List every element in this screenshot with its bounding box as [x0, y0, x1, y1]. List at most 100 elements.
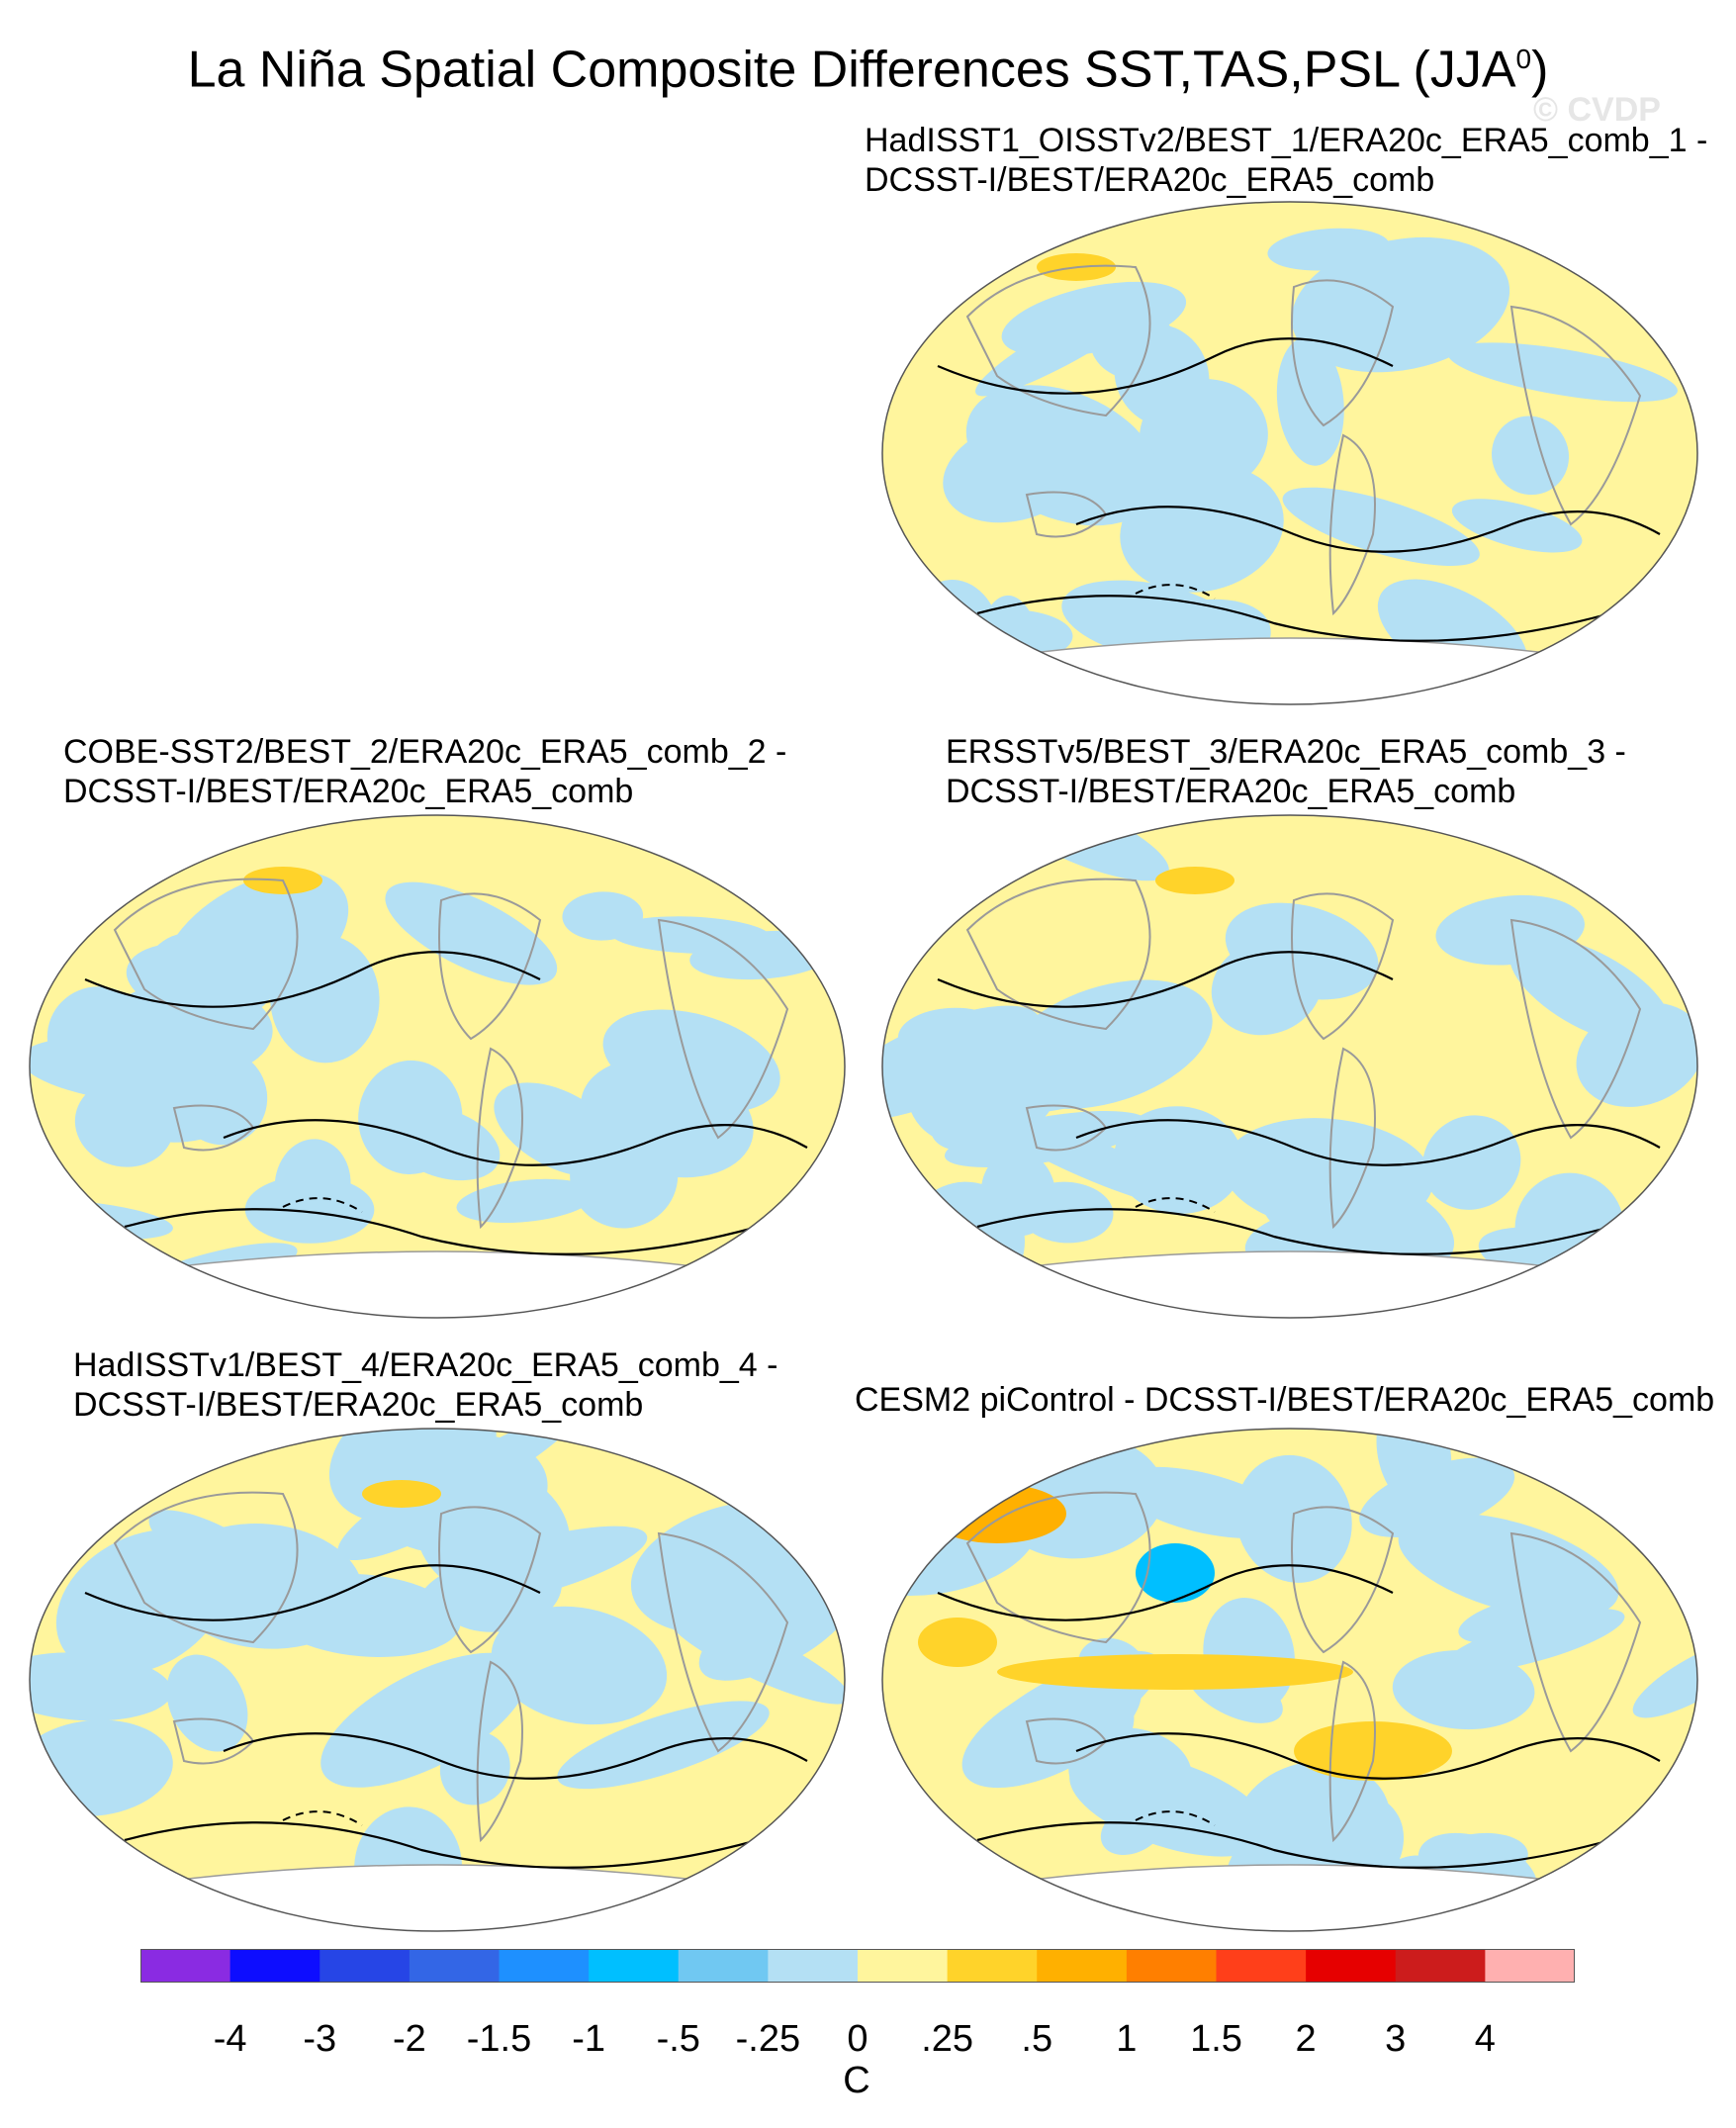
colorbar-tick-label: 0	[847, 2018, 868, 2060]
coastline	[965, 1491, 1151, 1644]
cool-anomaly	[609, 916, 772, 954]
colorbar-swatch	[947, 1949, 1038, 1983]
cool-anomaly	[1019, 1181, 1114, 1244]
panel-3-title-line2: DCSST-I/BEST/ERA20c_ERA5_comb	[946, 773, 1516, 810]
colorbar-swatch	[140, 1949, 231, 1983]
cool-anomaly	[975, 290, 1158, 397]
cool-anomaly	[907, 1024, 1060, 1149]
figure-title: La Niña Spatial Composite Differences SS…	[0, 30, 1736, 99]
coastline	[1509, 1531, 1642, 1753]
panel-5-title-line1: CESM2 piControl - DCSST-I/BEST/ERA20c_ER…	[855, 1381, 1715, 1419]
psl-contour-negative	[282, 1197, 363, 1213]
panel-2-title-line2: DCSST-I/BEST/ERA20c_ERA5_comb	[63, 773, 634, 810]
colorbar-swatch	[768, 1949, 859, 1983]
cool-anomaly	[1398, 1513, 1619, 1619]
map-fill-group	[882, 202, 1697, 704]
colorbar-swatch	[1126, 1949, 1217, 1983]
cool-anomaly	[1291, 236, 1510, 373]
cool-anomaly	[164, 1524, 363, 1649]
psl-contour	[937, 1564, 1394, 1621]
colorbar-border	[140, 1949, 1575, 1983]
panel-4-title-line2: DCSST-I/BEST/ERA20c_ERA5_comb	[73, 1386, 644, 1424]
psl-contour-negative	[1135, 1810, 1216, 1826]
cool-anomaly	[665, 1609, 845, 1705]
cool-anomaly	[1376, 1429, 1452, 1510]
colorbar-swatch	[229, 1949, 320, 1983]
panel-1-title-line2: DCSST-I/BEST/ERA20c_ERA5_comb	[865, 161, 1435, 199]
coastline	[1328, 433, 1376, 616]
cool-anomaly	[1211, 938, 1323, 1036]
warm-anomaly	[1294, 1721, 1452, 1781]
cool-anomaly	[1447, 342, 1678, 403]
map-panel-3	[881, 814, 1698, 1319]
cool-anomaly	[602, 1009, 780, 1113]
psl-contour	[976, 1208, 1611, 1255]
colorbar-tick-label: -4	[213, 2018, 247, 2060]
cool-anomaly	[562, 891, 644, 941]
coastline	[657, 1531, 789, 1753]
coastline	[657, 918, 789, 1140]
figure-title-superscript: 0	[1515, 44, 1532, 74]
colorbar-tick-label: 1.5	[1190, 2018, 1242, 2060]
psl-contour	[1075, 1119, 1661, 1166]
map-fill-group	[882, 815, 1697, 1318]
map-fill-group	[30, 1429, 845, 1931]
panel-5-title: CESM2 piControl - DCSST-I/BEST/ERA20c_ER…	[855, 1380, 1714, 1420]
coastline	[965, 878, 1151, 1031]
panel-2-title: COBE-SST2/BEST_2/ERA20c_ERA5_comb_2 - DC…	[63, 732, 786, 811]
panel-2-title-line1: COBE-SST2/BEST_2/ERA20c_ERA5_comb_2 -	[63, 733, 787, 771]
colorbar-swatch	[1306, 1949, 1397, 1983]
colorbar-tick-label: -3	[303, 2018, 337, 2060]
map-panel-4	[29, 1428, 846, 1932]
warm-anomaly	[1155, 867, 1234, 894]
colorbar-tick-label: -2	[392, 2018, 426, 2060]
cool-anomaly	[1509, 936, 1672, 1046]
panel-4-title: HadISSTv1/BEST_4/ERA20c_ERA5_comb_4 - DC…	[73, 1345, 777, 1425]
map-border	[881, 1428, 1698, 1932]
panel-3-title: ERSSTv5/BEST_3/ERA20c_ERA5_comb_3 - DCSS…	[946, 732, 1626, 811]
colorbar-tick-label: 1	[1116, 2018, 1138, 2060]
colorbar-tick-label: 4	[1474, 2018, 1496, 2060]
coastline	[476, 1047, 523, 1230]
map-border	[881, 201, 1698, 705]
cool-anomaly	[244, 1175, 375, 1244]
cool-anomaly	[370, 1434, 548, 1554]
map-panel-2	[29, 814, 846, 1319]
psl-contour	[124, 1821, 759, 1869]
colorbar-tick-label: -1.5	[466, 2018, 532, 2060]
psl-contour	[1075, 506, 1661, 553]
panel-1-title: HadISST1_OISSTv2/BEST_1/ERA20c_ERA5_comb…	[865, 121, 1707, 200]
cool-anomaly	[944, 1110, 1148, 1168]
map-fill-group	[882, 1429, 1697, 1931]
cvdp-watermark: © CVDP	[1533, 91, 1661, 129]
psl-contour	[223, 1119, 808, 1166]
cool-anomaly	[1276, 337, 1344, 466]
map-border	[29, 814, 846, 1319]
colorbar-swatch	[589, 1949, 680, 1983]
figure-title-close: )	[1531, 41, 1549, 99]
colorbar-tick-label: -.5	[656, 2018, 700, 2060]
coastline	[1509, 305, 1642, 526]
cool-anomaly	[320, 1652, 528, 1788]
psl-contour	[976, 1821, 1611, 1869]
cool-anomaly	[166, 1654, 248, 1752]
colorbar-tick-label: -.25	[735, 2018, 801, 2060]
coastline	[438, 892, 542, 1041]
psl-contour-negative	[1135, 1197, 1216, 1213]
cool-anomaly	[1458, 1594, 1583, 1644]
coastline	[438, 1506, 542, 1654]
coastline	[113, 878, 299, 1031]
coastline	[476, 1660, 523, 1843]
coastline	[1291, 1506, 1395, 1654]
colorbar-swatch	[1485, 1949, 1575, 1983]
colorbar-tick-label: .5	[1021, 2018, 1053, 2060]
coastline	[1509, 918, 1642, 1140]
psl-contour	[84, 951, 541, 1008]
colorbar-tick-label: 3	[1385, 2018, 1407, 2060]
cool-anomaly	[1115, 1466, 1290, 1538]
psl-contour	[124, 1208, 759, 1255]
cool-anomaly	[1443, 694, 1516, 704]
cool-anomaly	[1267, 228, 1390, 271]
cool-anomaly	[1422, 1115, 1521, 1210]
psl-contour	[1075, 1732, 1661, 1780]
